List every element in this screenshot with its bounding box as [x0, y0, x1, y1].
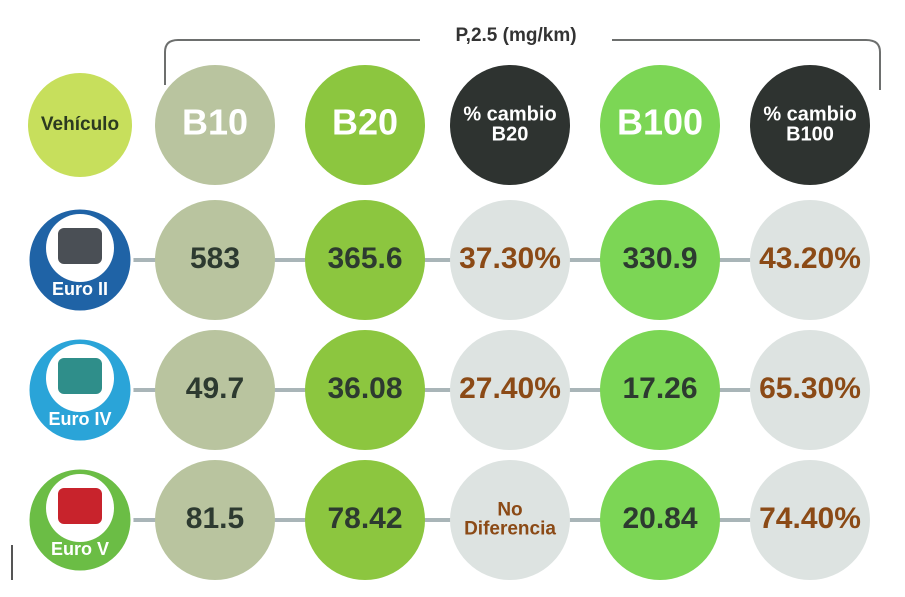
value-text: 20.84 [622, 502, 697, 535]
value-text: 37.30% [459, 242, 561, 275]
value-text: 81.5 [186, 502, 244, 535]
value-text: 74.40% [759, 502, 861, 535]
engine-icon [58, 228, 102, 264]
column-header: B100 [617, 102, 703, 143]
engine-icon [58, 488, 102, 524]
column-header: % cambio [463, 103, 556, 125]
value-text: 78.42 [327, 502, 402, 535]
value-text: 49.7 [186, 372, 244, 405]
header-label: P,2.5 (mg/km) [455, 25, 576, 46]
value-text: 43.20% [759, 242, 861, 275]
value-text: No [497, 500, 522, 521]
value-text: 36.08 [327, 372, 402, 405]
column-header: B100 [786, 123, 834, 145]
column-header: Vehículo [41, 114, 119, 135]
infographic: P,2.5 (mg/km) VehículoB10B20% cambioB20B… [0, 0, 905, 597]
value-text: 65.30% [759, 372, 861, 405]
column-header: B20 [492, 123, 529, 145]
value-text: 17.26 [622, 372, 697, 405]
column-header: % cambio [763, 103, 856, 125]
vehicle-label: Euro IV [48, 409, 111, 429]
value-text: 365.6 [327, 242, 402, 275]
vehicle-label: Euro II [52, 279, 108, 299]
value-text: 583 [190, 242, 240, 275]
value-text: 27.40% [459, 372, 561, 405]
column-header: B20 [332, 102, 398, 143]
vehicle-label: Euro V [51, 539, 109, 559]
column-header: B10 [182, 102, 248, 143]
value-text: Diferencia [464, 519, 556, 540]
engine-icon [58, 358, 102, 394]
value-text: 330.9 [622, 242, 697, 275]
